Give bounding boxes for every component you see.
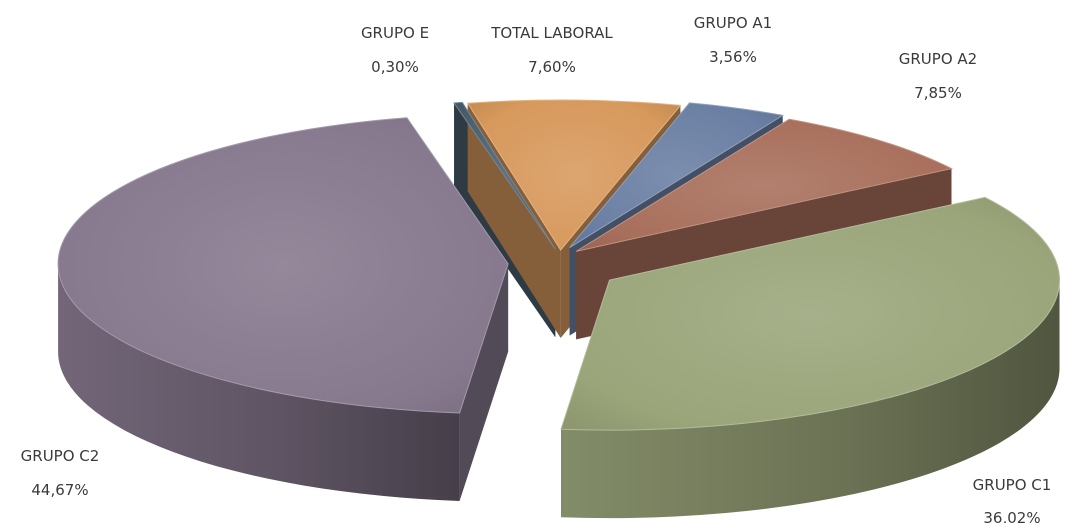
pie-slice-grupo-c2 [57,117,509,414]
pie-data-labels: GRUPO E 0,30% TOTAL LABORAL 7,60% GRUPO A1 3,… [21,14,1052,523]
pie-slice-tops [57,99,1061,431]
data-label-name-total-laboral: TOTAL LABORAL [490,24,613,42]
pie-slice-grupo-c1 [560,196,1061,431]
pie-slice-grupo-a2 [575,118,953,252]
data-label-value-grupo-c1: 36,02% [983,509,1040,523]
pie-slice-side-grupo-c1 [561,280,1060,519]
pie-slice-grupo-a1 [569,102,785,248]
data-label-value-grupo-a2: 7,85% [914,84,962,102]
pie-slice-side-grupo-c2 [58,263,460,501]
data-label-value-grupo-c2: 44,67% [31,481,88,499]
pie-slice-cut-face-total-laboral-start [467,103,561,339]
data-label-name-grupo-c2: GRUPO C2 [21,447,100,465]
data-label-name-grupo-a2: GRUPO A2 [899,50,977,68]
data-label-value-grupo-a1: 3,56% [709,48,757,66]
data-label-name-grupo-e: GRUPO E [361,24,429,42]
data-label-value-total-laboral: 7,60% [528,58,576,76]
pie-slice-total-laboral [466,99,682,251]
pie-slice-grupo-e [453,101,556,250]
data-label-name-grupo-a1: GRUPO A1 [694,14,772,32]
data-label-name-grupo-c1: GRUPO C1 [973,476,1052,494]
data-label-value-grupo-e: 0,30% [371,58,419,76]
